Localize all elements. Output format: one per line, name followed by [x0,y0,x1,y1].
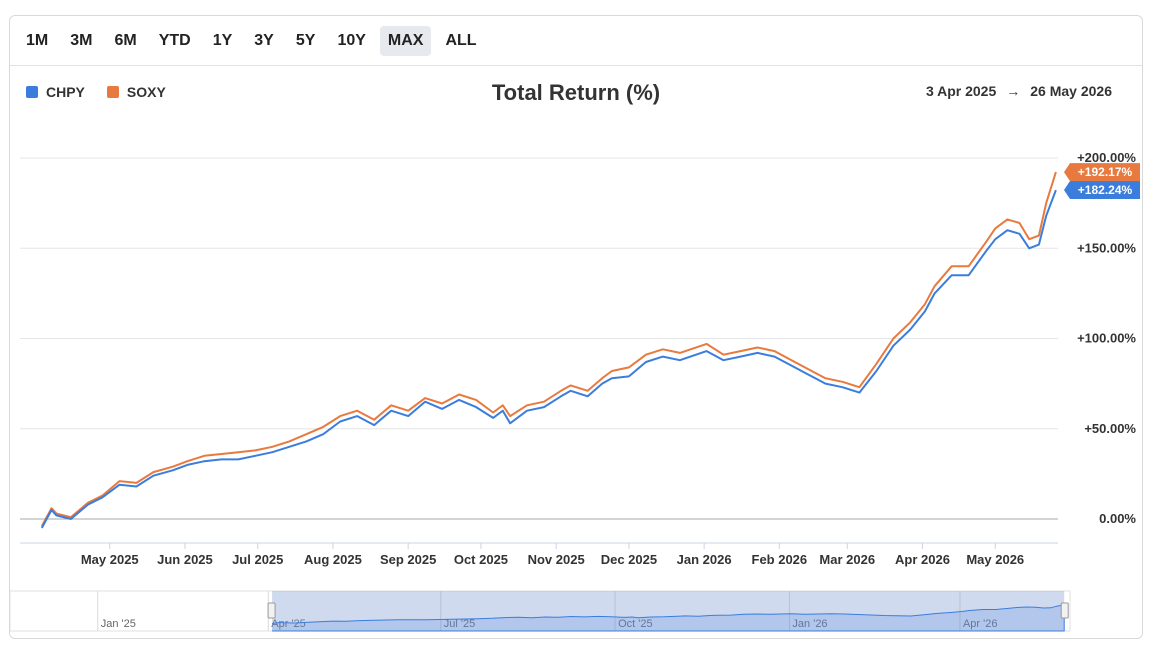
range-button-6m[interactable]: 6M [114,31,137,49]
x-tick-label: Mar 2026 [819,552,875,567]
legend-item-soxy[interactable]: SOXY [106,84,166,100]
navigator-label: Oct '25 [618,618,653,630]
end-label-soxy: +192.17% [1064,163,1140,182]
x-tick-label: Jun 2025 [157,552,213,567]
range-selector: 1M 3M 6M YTD 1Y 3Y 5Y 10Y MAX ALL [10,16,1142,66]
navigator-label: Jul '25 [444,618,475,630]
y-tick-label: 0.00% [1099,511,1136,526]
range-button-3y[interactable]: 3Y [254,31,274,49]
range-button-10y[interactable]: 10Y [337,31,366,49]
range-button-all[interactable]: ALL [445,31,477,49]
chart-card: 1M 3M 6M YTD 1Y 3Y 5Y 10Y MAX ALL CHPY SOXY Total … [9,15,1143,639]
arrow-right-icon: → [1006,83,1021,99]
x-tick-label: Aug 2025 [304,552,362,567]
navigator-label: Apr '25 [271,618,306,630]
series-line-soxy[interactable] [40,171,1057,527]
range-button-3m[interactable]: 3M [70,31,93,49]
range-button-1y[interactable]: 1Y [212,31,233,49]
range-button-ytd[interactable]: YTD [158,31,191,49]
date-range[interactable]: 3 Apr 2025 → 26 May 2026 [926,83,1112,99]
x-tick-label: Apr 2026 [895,552,950,567]
x-tick-label: May 2025 [81,552,139,567]
range-button-5y[interactable]: 5Y [295,31,316,49]
navigator-series [272,604,1065,632]
legend-item-chpy[interactable]: CHPY [26,84,85,100]
navigator-label: Jan '26 [792,618,827,630]
legend-label: CHPY [46,84,85,100]
chart-title: Total Return (%) [491,80,661,105]
x-tick-label: May 2026 [966,552,1024,567]
x-tick-label: Jul 2025 [232,552,283,567]
date-range-end: 26 May 2026 [1030,83,1112,99]
legend: CHPY SOXY [26,84,166,100]
legend-swatch [106,86,119,98]
date-range-start: 3 Apr 2025 [925,83,997,99]
y-tick-label: +150.00% [1077,240,1136,255]
end-label-chpy: +182.24% [1064,181,1140,200]
y-tick-label: +200.00% [1077,150,1136,165]
range-button-1m[interactable]: 1M [26,31,49,49]
x-tick-label: Nov 2025 [528,552,585,567]
x-tick-label: Dec 2025 [601,552,657,567]
legend-swatch [26,86,38,98]
x-tick-label: Oct 2025 [454,552,508,567]
x-tick-label: Sep 2025 [380,552,436,567]
navigator[interactable] [10,590,1071,632]
legend-label: SOXY [126,84,166,100]
end-label-bg [1064,163,1140,182]
navigator-label: Jan '25 [101,618,136,630]
y-tick-label: +50.00% [1084,421,1136,436]
end-label-text: +182.24% [1078,183,1133,197]
navigator-handle-right[interactable] [1060,602,1069,619]
navigator-label: Apr '26 [963,618,998,630]
chart-plot[interactable]: 0.00% +50.00% +100.00% +150.00% +200.00% May … [10,16,1144,640]
x-tick-label: Jan 2026 [677,552,732,567]
y-tick-label: +100.00% [1077,331,1136,346]
end-label-bg [1064,181,1140,200]
x-tick-label: Feb 2026 [752,552,808,567]
range-button-max[interactable]: MAX [379,25,432,56]
navigator-handle-left[interactable] [267,602,276,619]
end-label-text: +192.17% [1078,165,1133,179]
navigator-selection[interactable] [272,591,1065,631]
series-line-chpy[interactable] [40,189,1057,529]
